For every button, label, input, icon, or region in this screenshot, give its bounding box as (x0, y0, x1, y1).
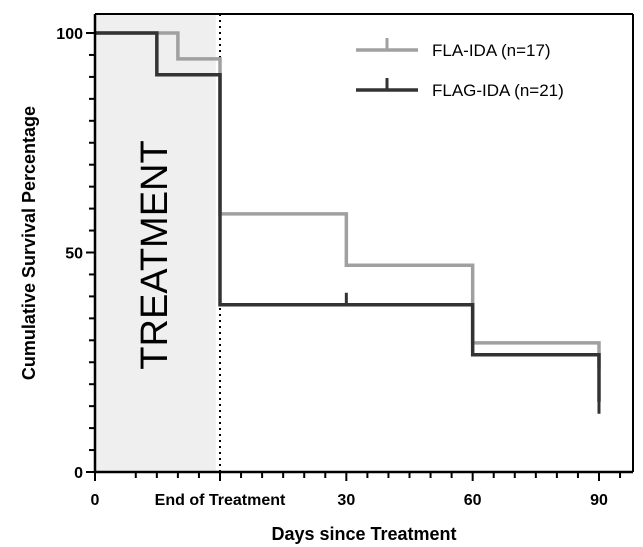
series-line-flag-ida (95, 31, 601, 402)
y-tick-label-0: 0 (74, 465, 83, 482)
legend-label-fla-ida: FLA-IDA (n=17) (432, 41, 551, 60)
y-axis-title: Cumulative Survival Percentage (19, 106, 39, 380)
legend: FLA-IDA (n=17) FLAG-IDA (n=21) (356, 38, 564, 100)
x-tick-label-origin: 0 (91, 492, 100, 509)
treatment-region (95, 14, 216, 472)
x-tick-label-90: 90 (590, 492, 608, 509)
treatment-region-label: TREATMENT (134, 140, 176, 369)
x-axis-title: Days since Treatment (271, 524, 456, 544)
ticks-layer: 0 50 100 0 End of Treatment 30 60 90 (56, 26, 622, 509)
series-layer (95, 31, 601, 414)
x-tick-label-end-of-treatment: End of Treatment (155, 492, 286, 509)
series-line-fla-ida (95, 31, 601, 369)
x-tick-label-60: 60 (464, 492, 482, 509)
y-tick-label-100: 100 (56, 26, 83, 43)
x-tick-label-30: 30 (337, 492, 355, 509)
y-tick-label-50: 50 (65, 246, 83, 263)
legend-label-flag-ida: FLAG-IDA (n=21) (432, 81, 564, 100)
